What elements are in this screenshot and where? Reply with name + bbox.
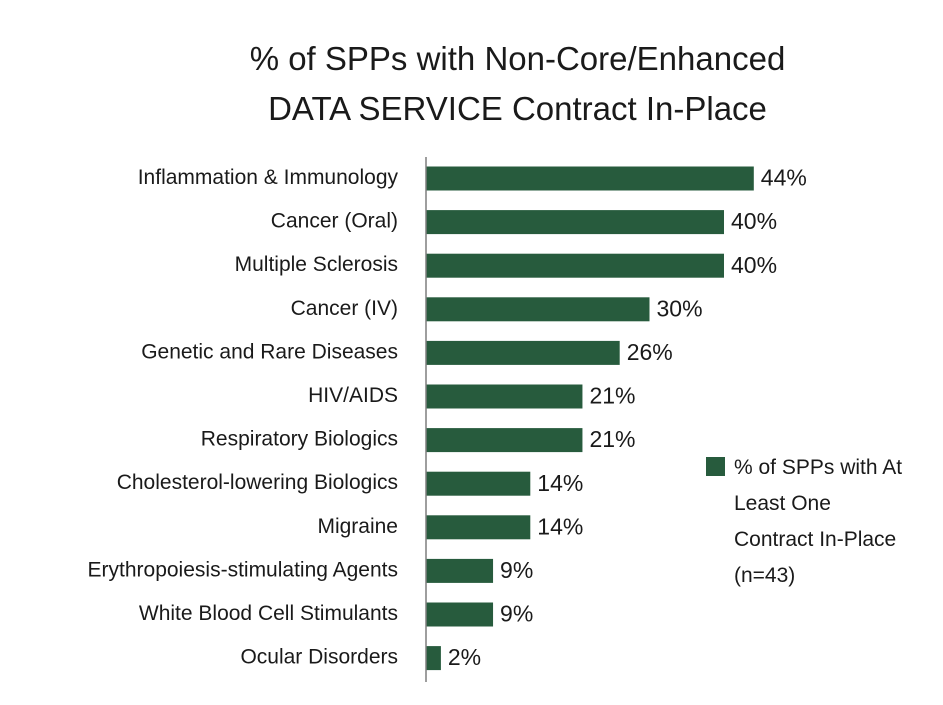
bar (426, 558, 494, 583)
category-label: Genetic and Rare Diseases (141, 340, 398, 363)
data-label: 9% (500, 557, 533, 583)
data-label: 2% (448, 644, 481, 670)
bar (426, 210, 724, 235)
bar (426, 384, 583, 409)
bar (426, 166, 754, 191)
data-label: 26% (627, 339, 673, 365)
legend: % of SPPs with At Least One Contract In-… (706, 450, 916, 594)
bar (426, 515, 531, 540)
category-label: Cancer (IV) (291, 297, 398, 320)
category-label: Respiratory Biologics (201, 428, 398, 451)
category-label: Cholesterol-lowering Biologics (117, 471, 398, 494)
bar (426, 297, 650, 322)
data-label: 30% (657, 295, 703, 321)
bar (426, 428, 583, 453)
data-label: 14% (537, 470, 583, 496)
legend-swatch (706, 457, 725, 476)
category-label: Migraine (317, 515, 398, 538)
bar (426, 471, 531, 496)
category-label: Erythropoiesis-stimulating Agents (88, 558, 398, 581)
legend-label: % of SPPs with At Least One Contract In-… (734, 456, 903, 587)
bar (426, 253, 724, 278)
data-label: 9% (500, 601, 533, 627)
data-label: 44% (761, 165, 807, 191)
category-label: Cancer (Oral) (271, 210, 398, 233)
category-label: Inflammation & Immunology (138, 166, 399, 189)
category-label: Multiple Sclerosis (235, 253, 398, 276)
data-label: 40% (731, 252, 777, 278)
bar (426, 340, 620, 365)
category-label: Ocular Disorders (240, 646, 398, 669)
category-label: White Blood Cell Stimulants (139, 602, 398, 625)
bar (426, 602, 494, 627)
chart-title-line-2: DATA SERVICE Contract In-Place (268, 90, 767, 127)
chart-title: % of SPPs with Non-Core/Enhanced DATA SE… (0, 34, 943, 134)
category-label: HIV/AIDS (308, 384, 398, 407)
data-label: 21% (589, 426, 635, 452)
data-label: 40% (731, 208, 777, 234)
data-label: 21% (589, 383, 635, 409)
data-label: 14% (537, 513, 583, 539)
bar (426, 646, 441, 671)
chart-title-line-1: % of SPPs with Non-Core/Enhanced (249, 40, 786, 77)
